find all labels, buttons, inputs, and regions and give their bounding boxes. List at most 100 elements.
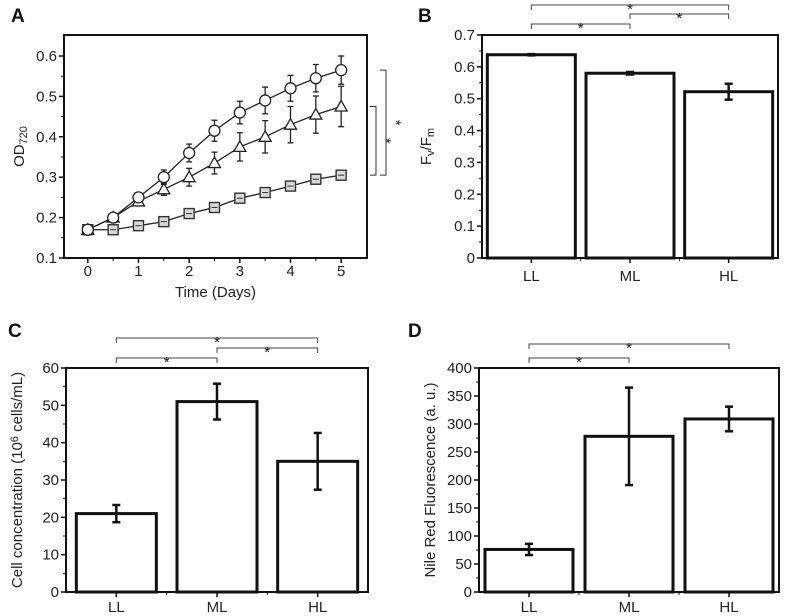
y-axis-label-part: Cell concentration (10 — [9, 442, 26, 588]
y-tick-label: 100 — [447, 528, 472, 545]
category-label: HL — [308, 599, 327, 616]
significance-bracket — [528, 357, 630, 363]
significance-bracket — [528, 343, 730, 349]
panel-letter: A — [11, 6, 25, 27]
bar-ml — [584, 71, 676, 260]
significance-asterisk: * — [214, 334, 220, 351]
y-tick-label: 0.6 — [36, 48, 57, 65]
data-point-circle — [309, 72, 322, 85]
significance-asterisk: * — [626, 340, 632, 357]
category-label: HL — [719, 268, 738, 285]
y-tick-label: 0.5 — [36, 88, 57, 105]
y-axis-label-part: cells/mL) — [9, 372, 26, 436]
significance-bracket — [115, 357, 218, 363]
data-point-triangle — [283, 117, 298, 130]
y-tick-label: 200 — [447, 472, 472, 489]
y-tick-label: 250 — [447, 444, 472, 461]
significance-asterisk: * — [627, 1, 633, 18]
category-label: ML — [620, 268, 641, 285]
category-label: LL — [521, 599, 538, 616]
y-tick-label: 0.2 — [454, 186, 475, 203]
significance-bracket — [530, 23, 631, 29]
significance-asterisk: * — [264, 344, 270, 361]
bar-hl — [683, 417, 775, 594]
y-tick-label: 0.6 — [454, 59, 475, 76]
y-tick-label: 150 — [447, 500, 472, 517]
x-tick-label: 0 — [84, 263, 92, 280]
significance-asterisk: * — [164, 354, 170, 371]
significance-asterisk: * — [377, 138, 394, 144]
y-tick-label: 0.4 — [36, 129, 57, 146]
data-point-triangle — [258, 129, 273, 142]
y-tick-label: 60 — [42, 360, 59, 377]
y-axis-label-part: v — [425, 150, 437, 156]
y-axis-label-part: 720 — [18, 126, 30, 144]
series-square — [82, 169, 347, 236]
significance-bracket — [530, 4, 730, 10]
y-tick-label: 0.1 — [36, 250, 57, 267]
data-point-triangle — [232, 139, 247, 153]
y-tick-label: 0.2 — [36, 210, 57, 227]
y-tick-label: 0 — [467, 250, 475, 267]
bar-ll — [485, 53, 577, 260]
significance-bracket — [115, 337, 319, 343]
panel-letter: C — [8, 321, 22, 342]
data-point-circle — [132, 191, 145, 204]
significance-bracket — [370, 106, 377, 176]
plot-frame — [481, 34, 779, 259]
y-tick-label: 30 — [42, 472, 59, 489]
data-point-circle — [106, 211, 120, 224]
y-tick-label: 0.3 — [454, 154, 475, 171]
y-tick-label: 20 — [42, 509, 59, 526]
bar-hl — [683, 90, 775, 260]
x-tick-label: 1 — [134, 263, 142, 280]
y-axis-label-part: m — [425, 128, 437, 137]
panel-letter: B — [418, 6, 432, 27]
x-tick-label: 2 — [185, 263, 193, 280]
y-axis-label: Nile Red Fluorescence (a. u.) — [422, 382, 439, 577]
category-label: ML — [619, 599, 640, 616]
plot-frame — [65, 367, 369, 593]
significance-asterisk: * — [578, 20, 584, 37]
y-tick-label: 0.3 — [36, 169, 57, 186]
y-tick-label: 0.5 — [454, 91, 475, 108]
y-axis-label-part: Nile Red Fluorescence (a. u.) — [422, 382, 439, 577]
data-point-circle — [284, 82, 297, 95]
y-tick-label: 300 — [447, 416, 472, 433]
significance-asterisk: * — [676, 10, 682, 27]
panel-a: A OD720 0.1 0.2 0.3 0.4 0.5 0.6 0 1 2 3 4 5 Time (Days… — [11, 6, 404, 301]
plot-frame — [63, 34, 368, 259]
y-axis-label-part: 6 — [9, 436, 21, 442]
data-point-triangle — [207, 155, 222, 169]
data-point-triangle — [182, 169, 197, 183]
y-axis-label-part: OD — [11, 144, 28, 167]
y-tick-label: 400 — [447, 360, 472, 377]
data-point-triangle — [334, 99, 349, 112]
category-label: LL — [523, 268, 540, 285]
y-tick-label: 0.7 — [454, 27, 475, 44]
significance-bracket — [380, 69, 387, 176]
data-point-circle — [233, 106, 246, 119]
x-tick-label: 4 — [286, 263, 294, 280]
y-tick-label: 50 — [455, 556, 472, 573]
y-tick-label: 40 — [42, 435, 59, 452]
significance-asterisk: * — [576, 354, 582, 371]
x-axis-label: Time (Days) — [175, 284, 256, 301]
y-axis-label-part: F — [418, 156, 435, 165]
data-point-triangle — [308, 107, 323, 120]
series-circle — [81, 55, 348, 236]
data-point-circle — [335, 63, 348, 77]
y-axis-label: Fv/Fm — [418, 128, 437, 165]
y-tick-label: 50 — [42, 397, 59, 414]
plot-frame — [478, 367, 780, 593]
data-point-circle — [208, 124, 221, 137]
panel-b: B Fv/Fm 0 0.1 0.2 0.3 0.4 0.5 0.6 0.7 LL ML HL * * * — [418, 1, 779, 285]
bar-ll — [74, 512, 158, 594]
data-point-circle — [81, 223, 94, 236]
panel-d: D Nile Red Fluorescence (a. u.) 0 50 100 150 2… — [408, 321, 780, 616]
y-axis-label: Cell concentration (106 cells/mL) — [9, 372, 26, 588]
y-tick-label: 0 — [464, 584, 472, 601]
x-tick-label: 5 — [337, 263, 345, 280]
y-tick-label: 350 — [447, 388, 472, 405]
